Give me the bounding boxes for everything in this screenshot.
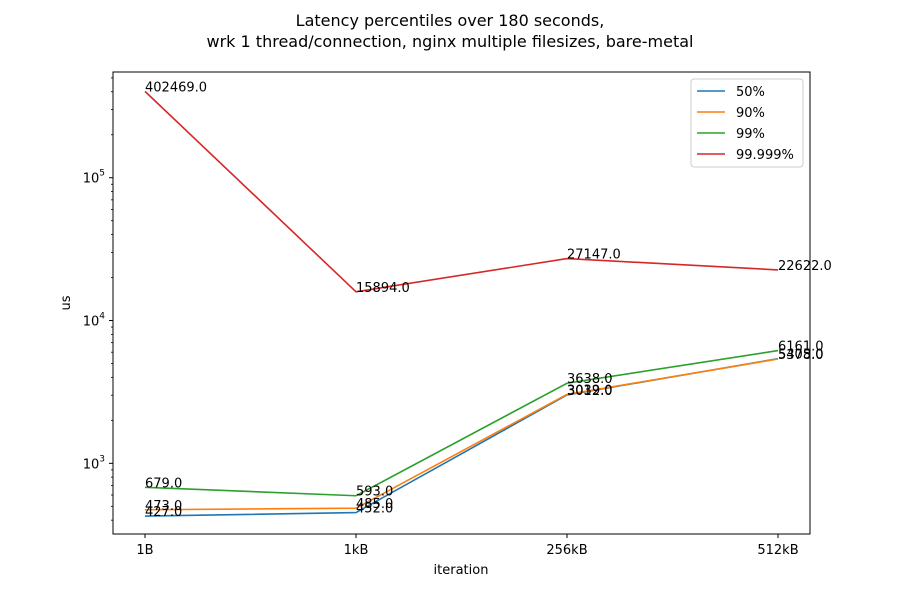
data-label: 485.0 [356,497,393,512]
data-label: 5405.0 [778,348,824,363]
x-axis: 1B 1kB 256kB 512kB [136,534,799,558]
data-labels: 427.0 452.0 3012.0 5405.0 473.0 485.0 3039.0 53… [145,80,832,520]
data-label: 473.0 [145,499,182,514]
y-axis: 103 104 105 [83,77,113,521]
legend-box [690,78,804,168]
legend-label: 99% [736,127,765,142]
data-label: 22622.0 [778,259,832,274]
y-tick-label: 104 [83,312,106,330]
y-tick-label: 105 [83,169,105,187]
series-line-3 [144,90,779,293]
x-tick-label: 1B [136,543,153,558]
data-label: 593.0 [356,485,393,500]
data-label: 3012.0 [567,384,613,399]
chart-title: Latency percentiles over 180 seconds, [296,11,605,30]
series-line-0 [144,357,779,517]
legend: 50% 90% 99% 99.999% [690,78,804,168]
series-line-2 [144,349,779,497]
x-tick-label: 1kB [344,543,369,558]
x-tick-label: 256kB [546,543,587,558]
data-label: 27147.0 [567,248,621,263]
series-line-1 [144,358,779,511]
chart-subtitle: wrk 1 thread/connection, nginx multiple … [207,32,694,51]
data-label: 6161.0 [778,340,824,355]
x-axis-label: iteration [434,563,489,578]
data-label: 679.0 [145,476,182,491]
data-label: 5378.0 [778,348,824,363]
legend-label: 50% [736,85,765,100]
legend-label: 99.999% [736,148,794,163]
legend-label: 90% [736,106,765,121]
data-label: 15894.0 [356,281,410,296]
data-label: 3638.0 [567,372,613,387]
data-label: 427.0 [145,505,182,520]
data-label: 402469.0 [145,80,207,95]
y-axis-label: us [59,295,74,310]
x-tick-label: 512kB [757,543,798,558]
data-label: 3039.0 [567,383,613,398]
plot-frame [112,71,811,535]
y-tick-label: 103 [83,454,105,472]
data-label: 452.0 [356,502,393,517]
plot-lines [144,90,779,517]
